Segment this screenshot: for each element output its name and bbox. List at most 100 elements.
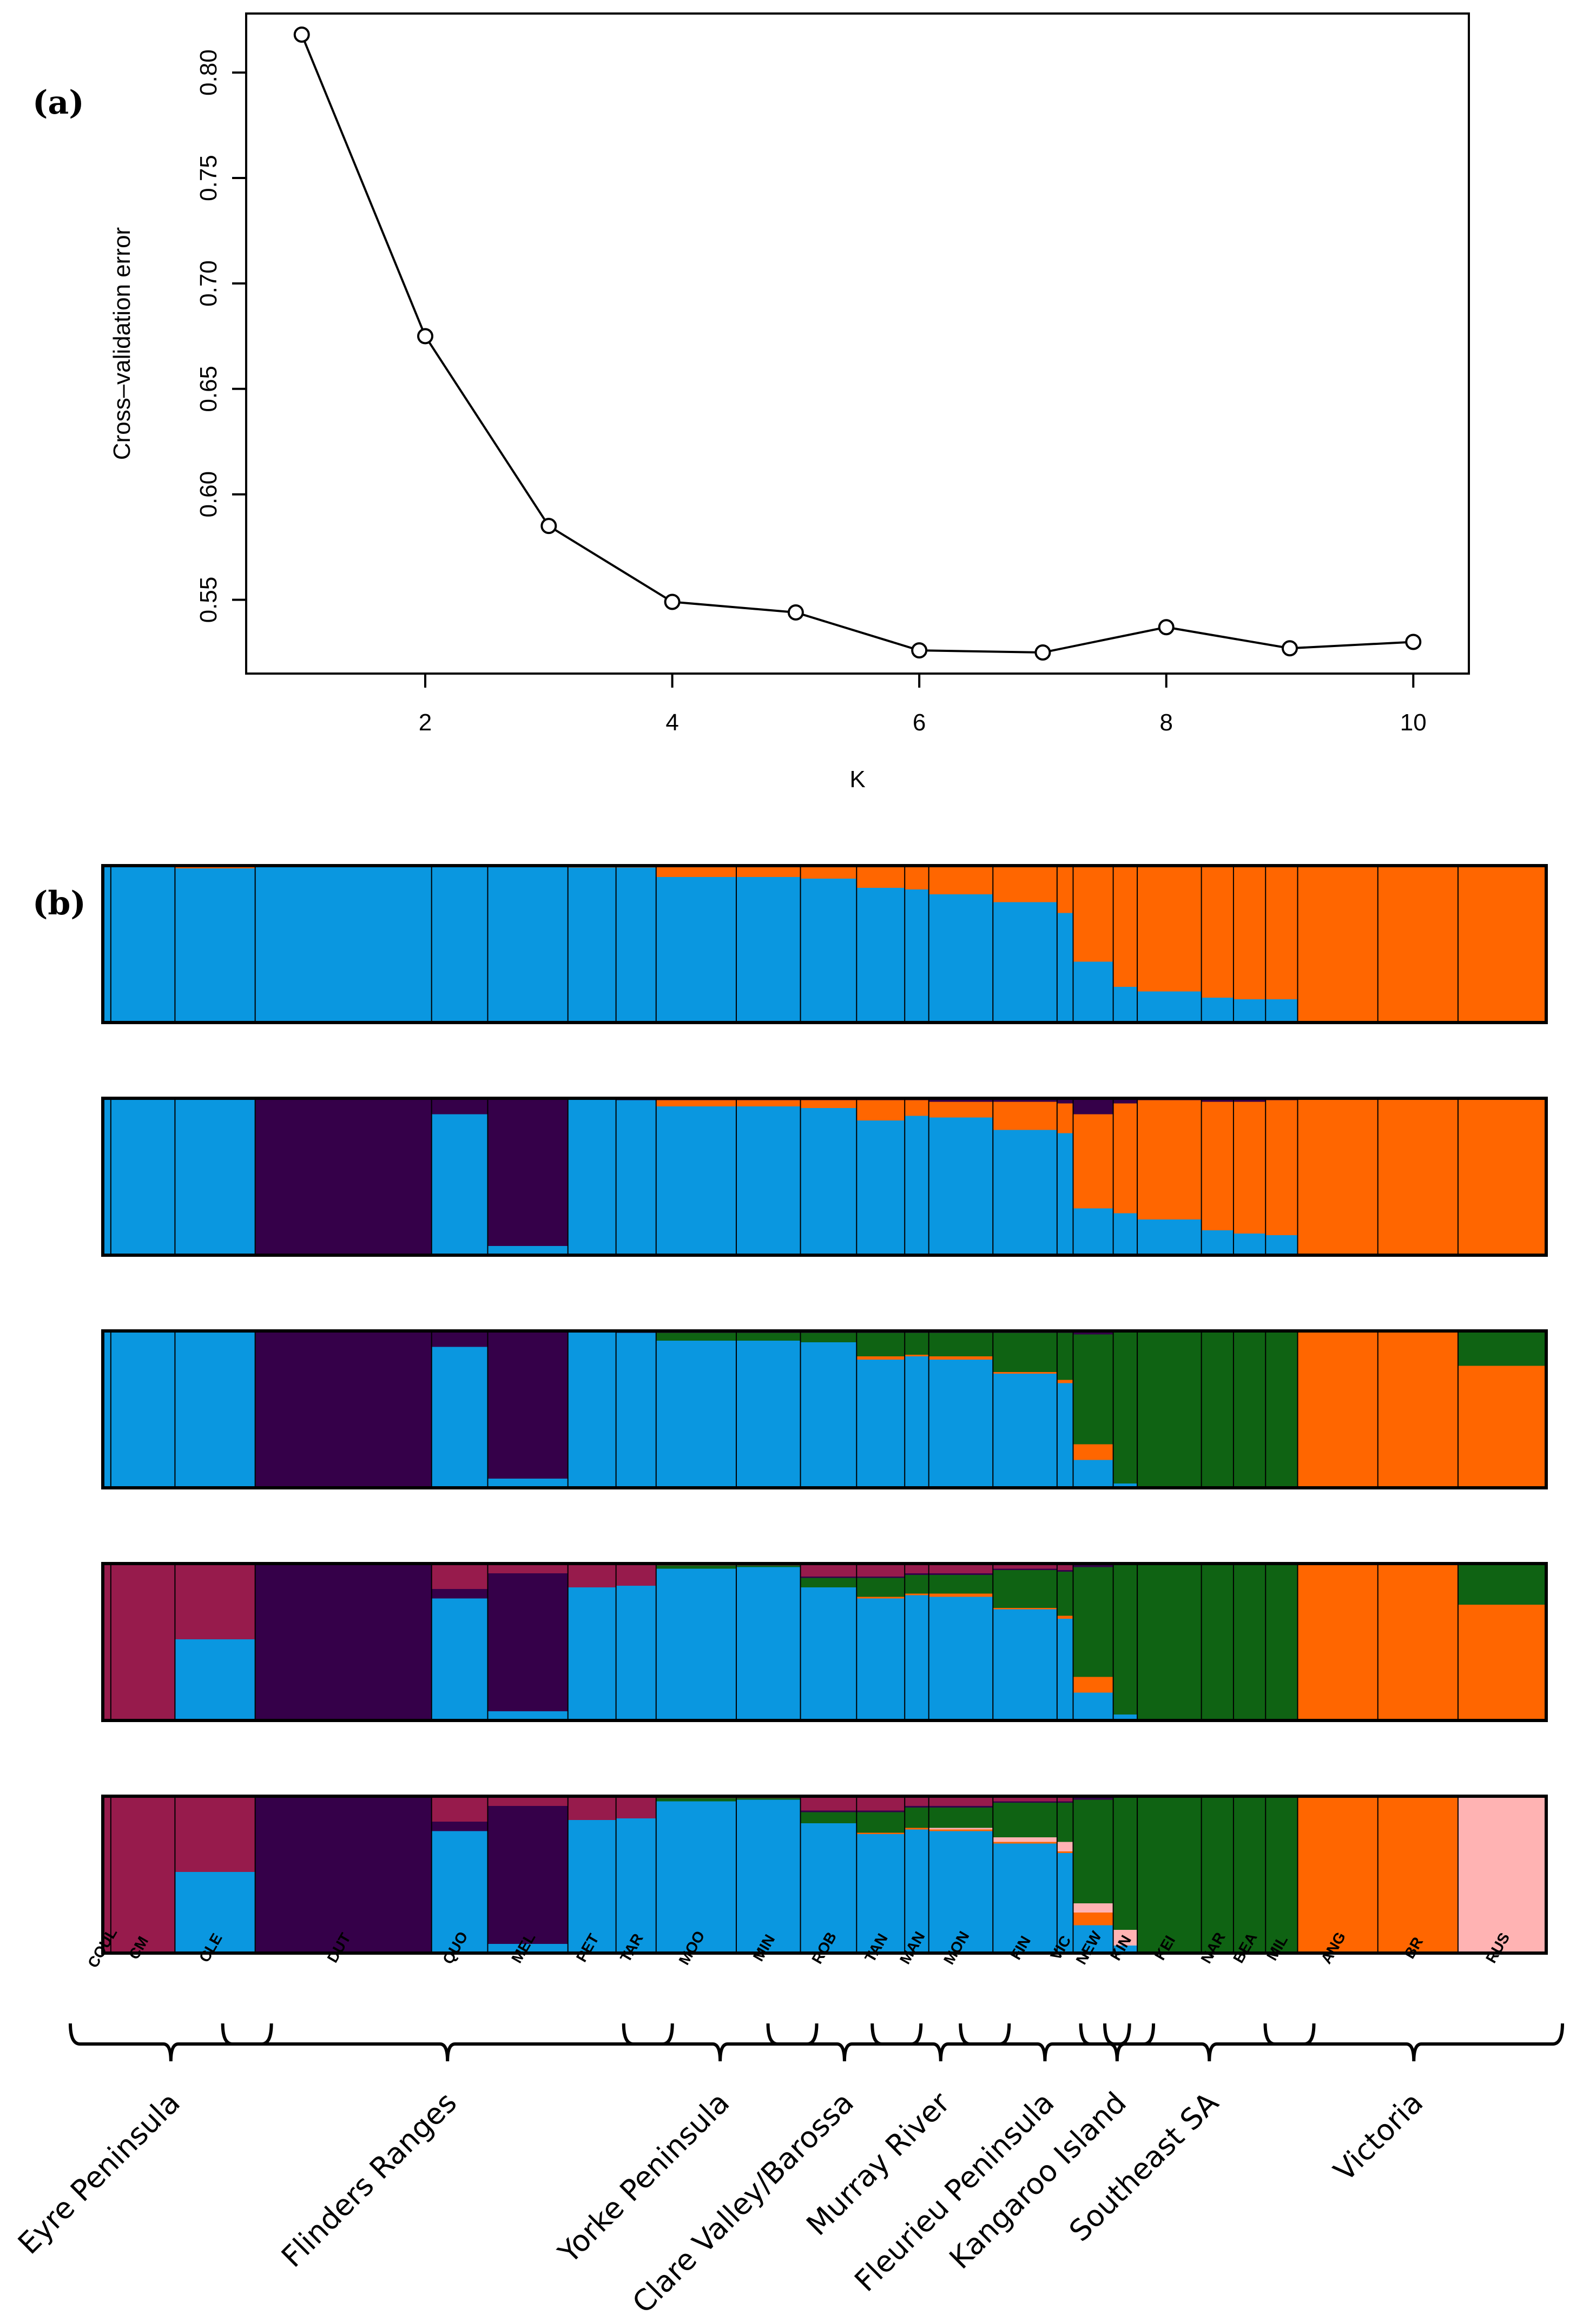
bar-min-green (736, 1565, 801, 1567)
bar-moo-green (656, 1332, 737, 1341)
bar-man-blue (905, 889, 929, 1023)
bar-tar-maroon (616, 1796, 657, 1819)
bar-rus-orange (1457, 1098, 1547, 1256)
bar-rus-green (1457, 1331, 1547, 1366)
bar-fin-green (993, 1802, 1058, 1837)
region-label: Victoria (1327, 2086, 1429, 2188)
bar-coul-blue (103, 1098, 111, 1256)
bar-nar-orange (1201, 866, 1234, 998)
bar-bea-orange (1233, 1101, 1266, 1234)
bar-tan-blue (856, 1359, 905, 1488)
data-point-k4 (664, 594, 681, 610)
bar-br-orange (1377, 866, 1459, 1023)
bar-cm-maroon (110, 1796, 175, 1954)
bar-mon-orange (928, 1593, 993, 1597)
bar-mel-blue (487, 1711, 569, 1721)
data-point-k2 (417, 328, 434, 345)
data-point-k10 (1405, 634, 1422, 650)
bar-mel-maroon (487, 1796, 569, 1806)
bar-cle-maroon (175, 1564, 256, 1639)
bar-fin-orange (993, 1607, 1058, 1610)
bar-fin-pink (993, 1837, 1058, 1842)
bar-mel-blue (487, 866, 569, 1023)
bar-rob-blue (800, 1342, 857, 1488)
bar-vic-green (1057, 1332, 1074, 1380)
bar-mon-purple (928, 1098, 993, 1102)
bar-dut-purple (255, 1331, 432, 1488)
bar-tan-blue (856, 1834, 905, 1954)
data-point-k5 (787, 604, 804, 621)
bar-fin-blue (993, 1130, 1058, 1256)
bar-fin-maroon (993, 1796, 1058, 1802)
bar-fin-blue (993, 1373, 1058, 1488)
bar-quo-blue (431, 1114, 489, 1256)
bar-tan-maroon (856, 1564, 905, 1577)
bar-vic-purple (1057, 1098, 1074, 1104)
bar-nar-blue (1201, 1230, 1234, 1256)
plot-frame (245, 12, 1470, 675)
region-brackets: Eyre Peninsula Flinders Ranges Yorke Penin… (11, 2023, 1564, 2320)
bar-tan-orange (856, 1832, 905, 1835)
bar-mel-purple (487, 1331, 569, 1479)
x-tick-label: 6 (913, 709, 926, 736)
bar-rob-green (800, 1332, 857, 1342)
bar-tan-purple (856, 1576, 905, 1578)
bar-ang-orange (1297, 866, 1379, 1023)
bar-tan-green (856, 1332, 905, 1356)
bar-vic-purple (1057, 1801, 1074, 1803)
bar-dut-blue (255, 866, 432, 1023)
bar-vic-blue (1057, 1852, 1074, 1954)
bar-mon-blue (928, 894, 993, 1023)
bar-tan-blue (856, 1598, 905, 1721)
bar-vic-orange (1057, 1851, 1074, 1853)
admixture-barplots (101, 864, 1548, 1955)
region-label: Flinders Ranges (275, 2086, 463, 2274)
bar-nar-orange (1201, 1101, 1234, 1231)
bar-fin-orange (993, 866, 1058, 902)
x-tick-label: 4 (665, 709, 678, 736)
bar-tan-orange (856, 1099, 905, 1121)
bar-kin-blue (1113, 1945, 1138, 1954)
y-tick-label: 0.70 (195, 260, 222, 307)
bar-vic-orange (1057, 1379, 1074, 1383)
bar-bea-green (1233, 1796, 1266, 1954)
bar-kin-blue (1113, 1212, 1138, 1256)
bar-pet-maroon (568, 1564, 617, 1588)
bar-rob-orange (800, 1099, 857, 1108)
bar-kin-orange (1113, 866, 1138, 987)
bar-pet-maroon (568, 1796, 617, 1821)
bar-kei-green (1137, 1564, 1202, 1721)
bar-cm-blue (110, 1331, 175, 1488)
bar-tar-blue (616, 867, 657, 1023)
bar-man-blue (905, 1115, 929, 1256)
bar-min-green (736, 1332, 801, 1341)
data-point-k8 (1158, 619, 1175, 636)
bar-rus-orange (1457, 1365, 1547, 1488)
bar-rob-green (800, 1578, 857, 1588)
admixture-panel-k4 (101, 1329, 1548, 1489)
bar-rob-maroon (800, 1564, 857, 1577)
bar-mon-blue (928, 1117, 993, 1256)
bar-kei-green (1137, 1796, 1202, 1954)
bar-mon-maroon (928, 1564, 993, 1573)
bar-kei-blue (1137, 991, 1202, 1023)
bar-nar-green (1201, 1331, 1234, 1488)
bar-quo-blue (431, 866, 489, 1023)
bar-fin-blue (993, 901, 1058, 1023)
bar-br-orange (1377, 1796, 1459, 1954)
bar-man-blue (905, 1829, 929, 1954)
bar-tar-blue (616, 1818, 657, 1954)
admixture-panel-k3 (101, 1097, 1548, 1257)
bar-fin-green (993, 1570, 1058, 1608)
bar-rus-orange (1457, 1604, 1547, 1721)
bar-min-blue (736, 1566, 801, 1721)
region-bracket (1263, 2023, 1564, 2062)
bar-br-orange (1377, 1331, 1459, 1488)
bar-tar-blue (616, 1585, 657, 1721)
bar-fin-maroon (993, 1564, 1058, 1569)
bar-fin-purple (993, 1098, 1058, 1102)
bar-coul-maroon (103, 1564, 111, 1721)
bar-rob-blue (800, 878, 857, 1023)
bar-kin-green (1113, 1564, 1138, 1715)
bar-bea-blue (1233, 999, 1266, 1023)
